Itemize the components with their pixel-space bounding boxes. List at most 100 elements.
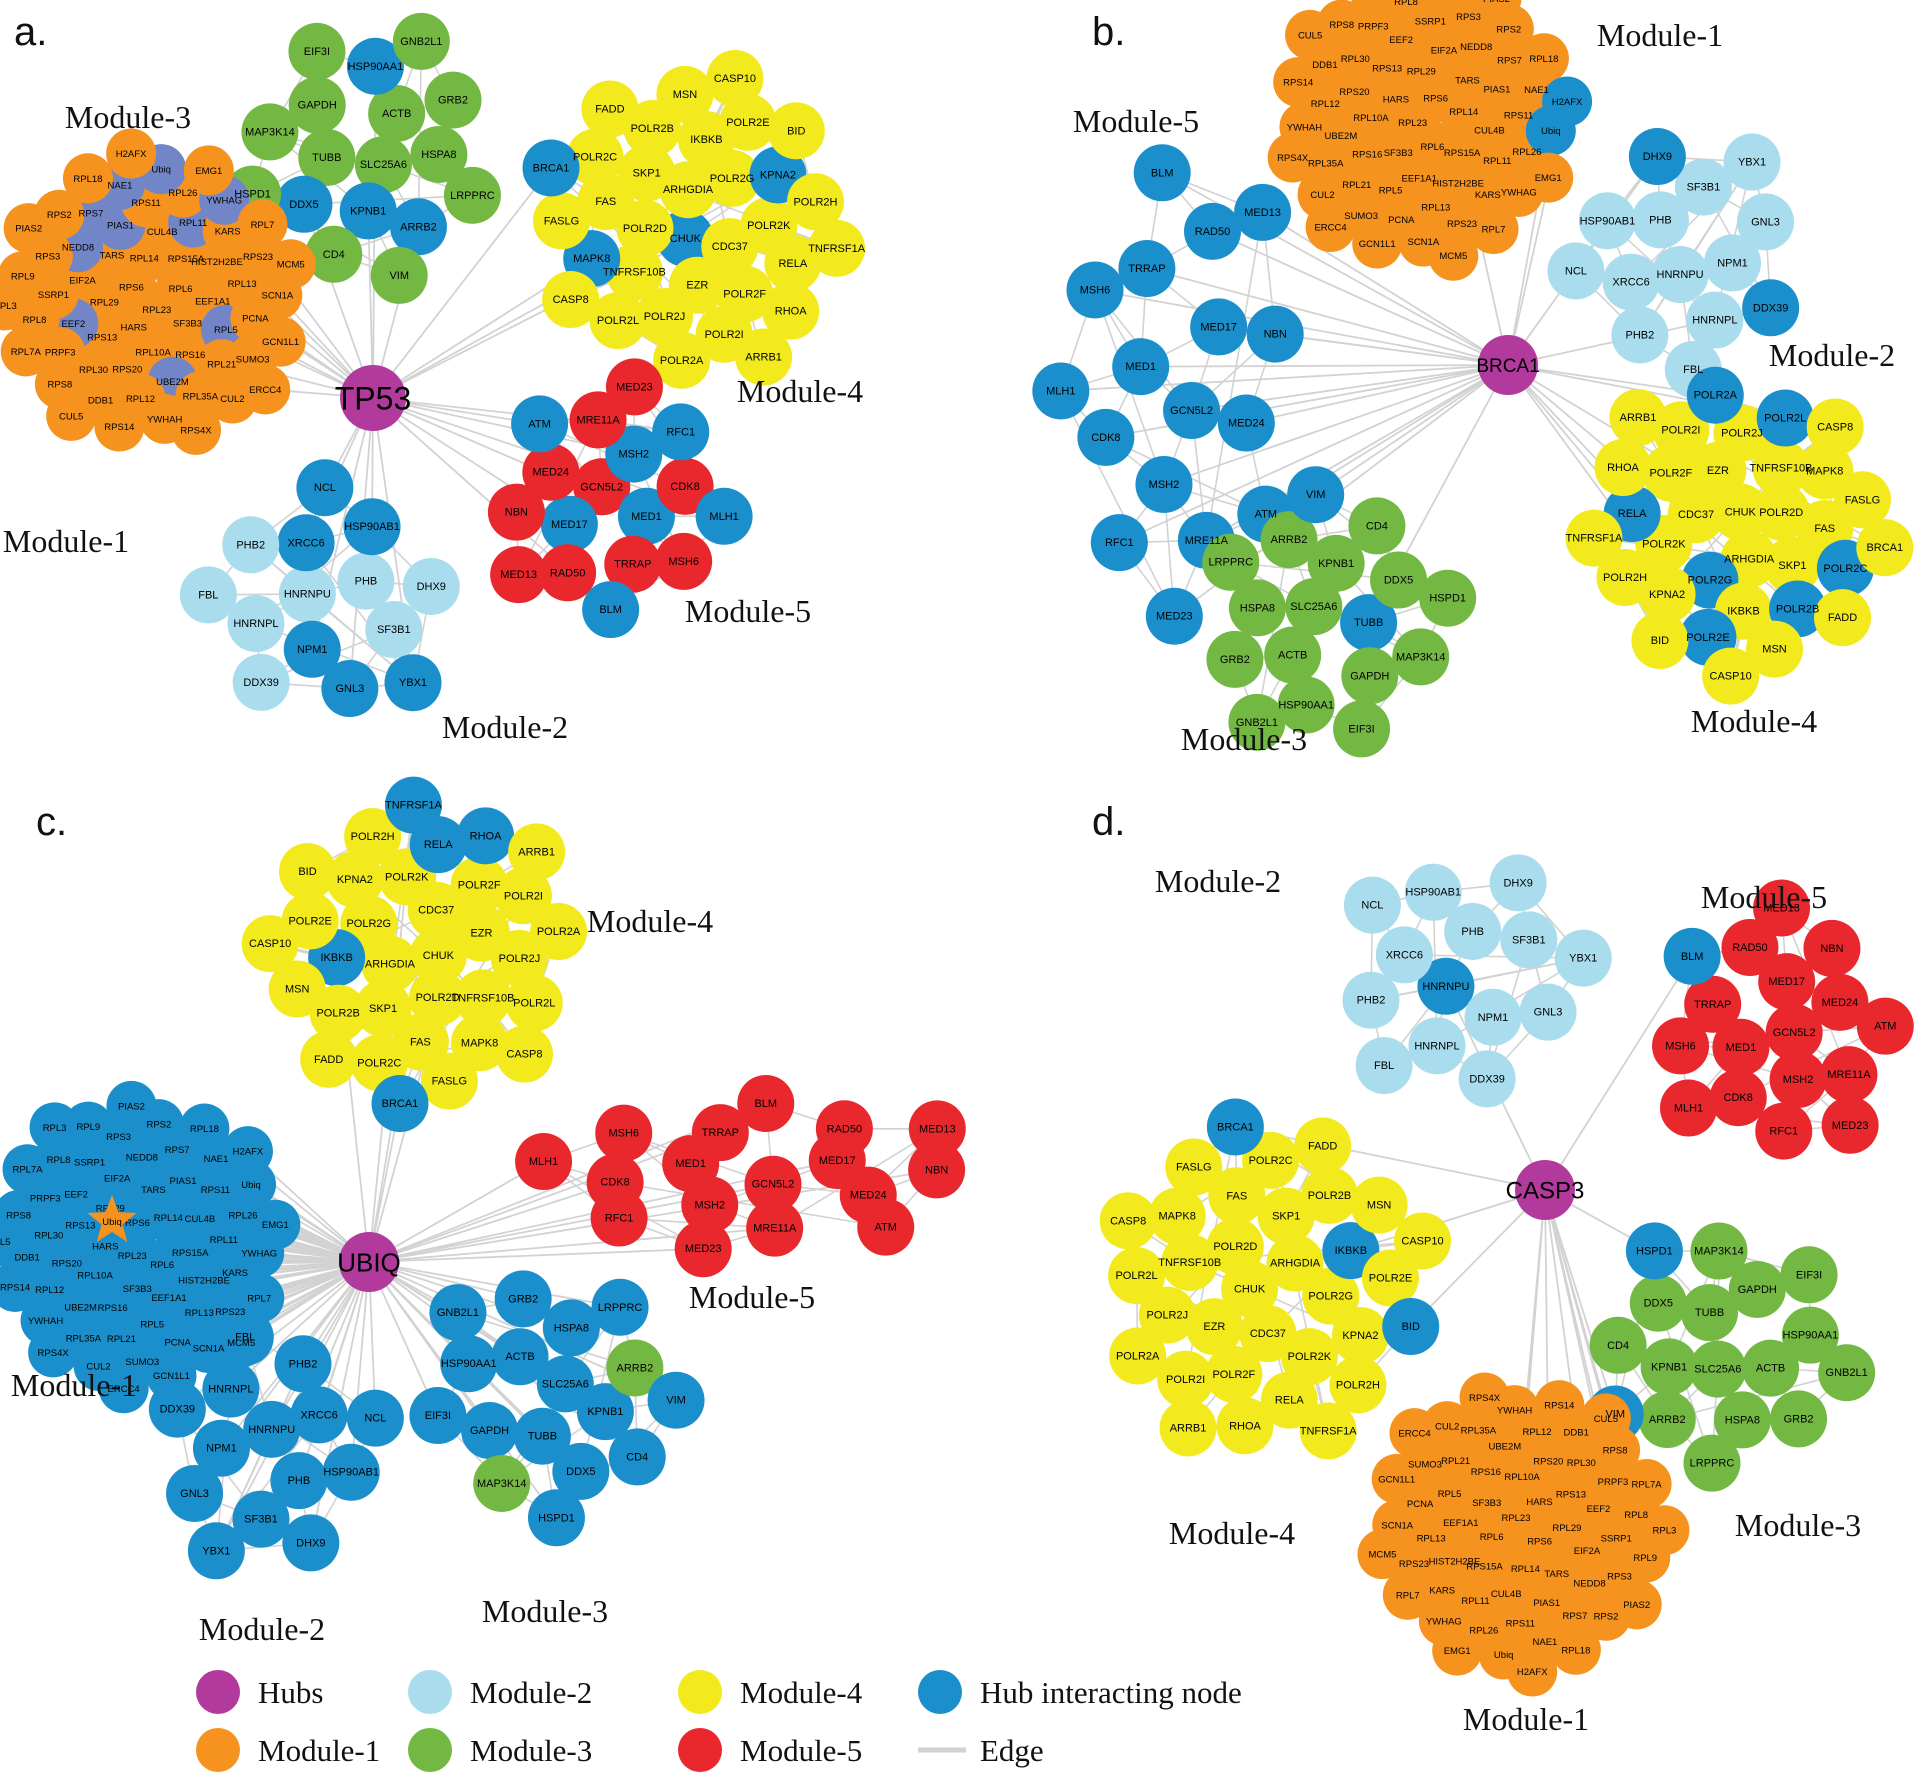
node-MSN[interactable]	[268, 960, 326, 1018]
star-node-Ubiq[interactable]	[87, 1195, 137, 1242]
node-CHUK[interactable]	[1711, 483, 1769, 541]
node-POLR2E[interactable]	[719, 93, 777, 151]
node-RPL7A[interactable]	[2, 1144, 53, 1195]
node-TUBB[interactable]	[1340, 594, 1398, 652]
hub-node-UBIQ[interactable]	[339, 1232, 399, 1292]
node-MED13[interactable]	[1753, 879, 1811, 937]
node-EMG1[interactable]	[1523, 152, 1574, 203]
node-SF3B1[interactable]	[1500, 911, 1558, 969]
node-RPL3[interactable]	[29, 1102, 80, 1153]
node-POLR2L[interactable]	[589, 292, 647, 350]
node-LRPPRC[interactable]	[591, 1278, 649, 1336]
node-POLR2H[interactable]	[344, 808, 402, 866]
node-NBN[interactable]	[908, 1141, 966, 1199]
node-CDK8[interactable]	[656, 457, 714, 515]
node-BID[interactable]	[767, 102, 825, 160]
node-KPNB1[interactable]	[1640, 1338, 1698, 1396]
node-ARRB1[interactable]	[1159, 1399, 1217, 1457]
node-MRE11A[interactable]	[569, 391, 627, 449]
node-HNRNPU[interactable]	[278, 565, 336, 623]
node-ACTB[interactable]	[491, 1328, 549, 1386]
node-PIAS2[interactable]	[1611, 1579, 1662, 1630]
node-ARHGDIA[interactable]	[1266, 1234, 1324, 1292]
node-GCN5L2[interactable]	[1765, 1003, 1823, 1061]
hub-node-BRCA1[interactable]	[1478, 335, 1538, 395]
node-YBX1[interactable]	[384, 654, 442, 712]
node-DDX39[interactable]	[1458, 1050, 1516, 1108]
node-GCN1L1[interactable]	[1371, 1453, 1422, 1504]
node-ARRB2[interactable]	[1260, 511, 1318, 569]
node-KPNA2[interactable]	[326, 850, 384, 908]
node-PHB2[interactable]	[222, 516, 280, 574]
node-TUBB[interactable]	[1681, 1284, 1739, 1342]
node-RPL7A[interactable]	[1350, 0, 1400, 17]
node-NCL[interactable]	[346, 1389, 404, 1447]
node-HSPA8[interactable]	[1228, 579, 1286, 637]
node-MED17[interactable]	[1758, 953, 1816, 1011]
node-POLR2H[interactable]	[1329, 1356, 1387, 1414]
node-ARRB2[interactable]	[389, 198, 447, 256]
node-NPM1[interactable]	[1704, 234, 1762, 292]
node-POLR2F[interactable]	[1205, 1345, 1263, 1403]
node-RPL9[interactable]	[1424, 0, 1474, 17]
node-MED23[interactable]	[605, 358, 663, 416]
node-CD4[interactable]	[1348, 497, 1406, 555]
node-GAPDH[interactable]	[1341, 647, 1399, 705]
node-DDX39[interactable]	[1742, 279, 1800, 337]
node-TNFRSF1A[interactable]	[384, 776, 442, 834]
node-TRRAP[interactable]	[691, 1104, 749, 1162]
node-EIF3I[interactable]	[1780, 1246, 1838, 1304]
node-LRPPRC[interactable]	[443, 166, 501, 224]
node-RHOA[interactable]	[1594, 439, 1652, 497]
node-SKP1[interactable]	[1257, 1187, 1315, 1245]
node-KPNB1[interactable]	[1307, 534, 1365, 592]
node-RAD50[interactable]	[815, 1100, 873, 1158]
node-MSH2[interactable]	[1135, 455, 1193, 513]
node-DDX5[interactable]	[275, 175, 333, 233]
node-POLR2L[interactable]	[505, 974, 563, 1032]
node-FADD[interactable]	[1294, 1117, 1352, 1175]
node-MCM5[interactable]	[1357, 1529, 1408, 1580]
node-MLH1[interactable]	[1659, 1079, 1717, 1137]
node-ARRB1[interactable]	[735, 328, 793, 386]
node-BLM[interactable]	[1133, 144, 1191, 202]
node-GRB2[interactable]	[494, 1270, 552, 1328]
node-TNFRSF1A[interactable]	[808, 219, 866, 277]
node-HSP90AA1[interactable]	[346, 37, 404, 95]
node-DDX5[interactable]	[552, 1442, 610, 1500]
node-POLR2D[interactable]	[409, 969, 467, 1027]
node-H2AFX[interactable]	[1542, 76, 1593, 127]
node-POLR2H[interactable]	[1596, 549, 1654, 607]
node-POLR2A[interactable]	[653, 331, 711, 389]
node-HSPA8[interactable]	[1713, 1391, 1771, 1449]
hub-node-TP53[interactable]	[340, 365, 406, 431]
node-DDX39[interactable]	[148, 1380, 206, 1438]
node-MAP3K14[interactable]	[1690, 1222, 1748, 1280]
node-GNL3[interactable]	[1737, 193, 1795, 251]
node-MSN[interactable]	[1746, 620, 1804, 678]
node-POLR2F[interactable]	[450, 856, 508, 914]
node-RPS4X[interactable]	[1267, 132, 1318, 183]
node-ERCC4[interactable]	[240, 364, 291, 415]
node-FBL[interactable]	[179, 566, 237, 624]
node-FBL[interactable]	[216, 1308, 274, 1366]
node-RPL3[interactable]	[0, 280, 30, 331]
node-TNFRSF10B[interactable]	[1752, 439, 1810, 497]
node-BLM[interactable]	[737, 1075, 795, 1133]
node-VIM[interactable]	[1287, 466, 1345, 524]
node-XRCC6[interactable]	[277, 514, 335, 572]
node-GNB2L1[interactable]	[1818, 1344, 1876, 1402]
node-GAPDH[interactable]	[288, 76, 346, 134]
node-HSP90AB1[interactable]	[1578, 192, 1636, 250]
node-PIAS2[interactable]	[106, 1080, 157, 1131]
node-HSPA8[interactable]	[542, 1299, 600, 1357]
node-GNL3[interactable]	[321, 660, 379, 718]
node-PHB[interactable]	[270, 1452, 328, 1510]
node-POLR2I[interactable]	[1652, 401, 1710, 459]
node-POLR2J[interactable]	[1138, 1286, 1196, 1344]
node-FBL[interactable]	[1355, 1037, 1413, 1095]
node-RPL7[interactable]	[1468, 204, 1519, 255]
node-HNRNPL[interactable]	[227, 595, 285, 653]
node-HSPA8[interactable]	[410, 125, 468, 183]
node-GRB2[interactable]	[1770, 1390, 1828, 1448]
